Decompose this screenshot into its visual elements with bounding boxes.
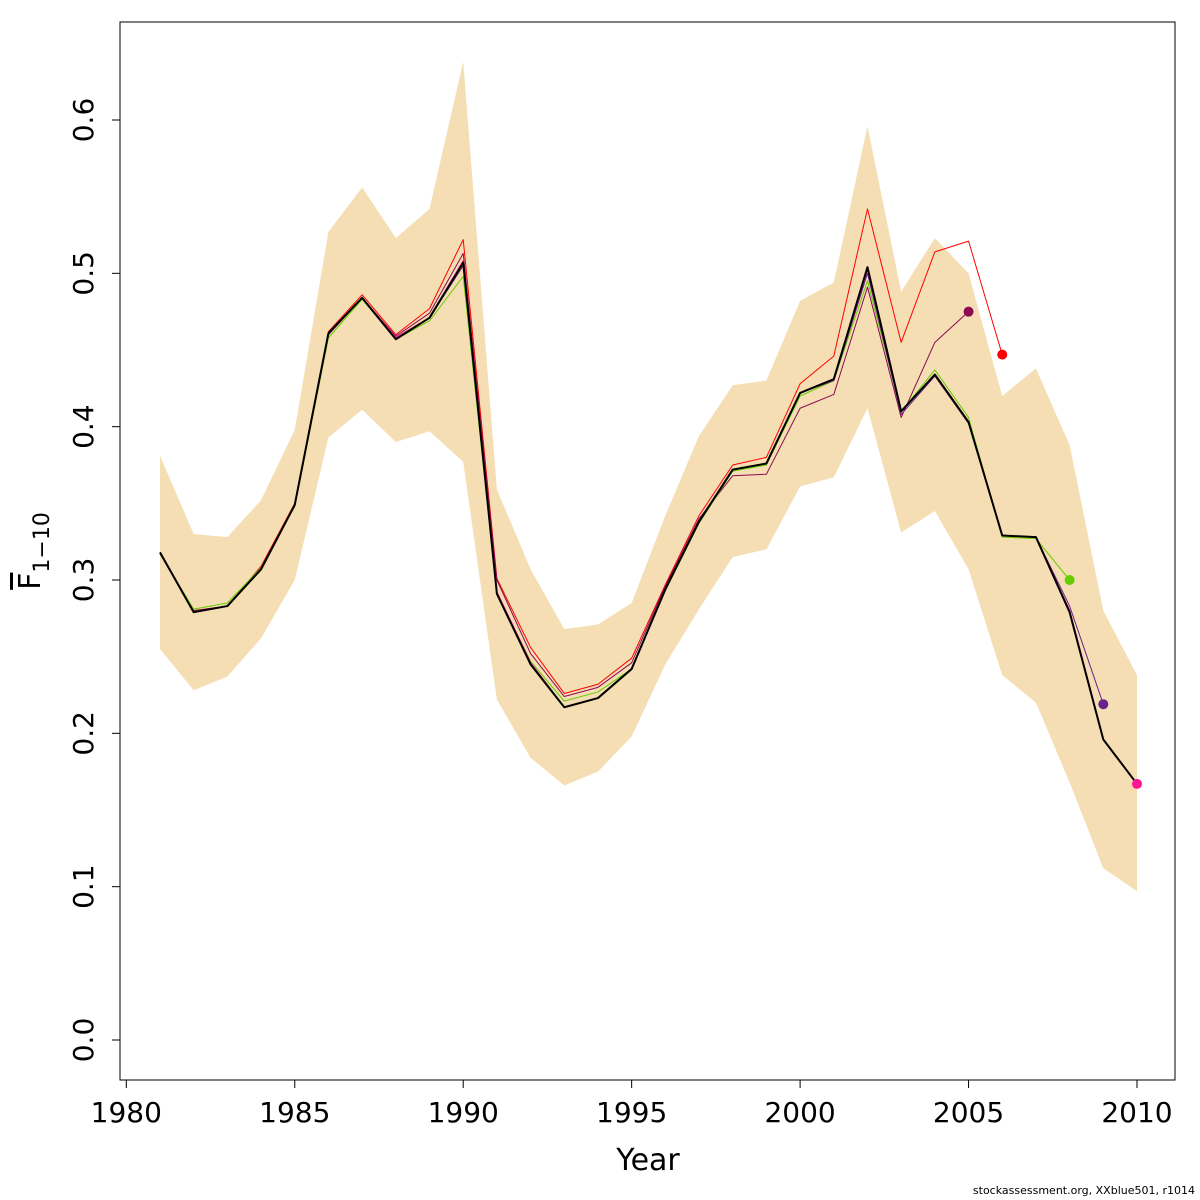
confidence-band: [160, 61, 1137, 892]
series-endpoint-1: [997, 349, 1008, 360]
y-tick-label: 0.6: [67, 98, 100, 143]
y-axis-title-main: F: [13, 573, 48, 590]
series-endpoint-5: [1132, 778, 1142, 789]
y-axis: 0.0 0.1 0.2 0.3 0.4 0.5 0.6: [67, 98, 121, 1063]
series-endpoint-3: [1064, 575, 1075, 585]
y-axis-title: F1−10: [13, 512, 55, 590]
y-tick-label: 0.5: [67, 251, 100, 296]
y-tick-label: 0.3: [67, 558, 100, 603]
confidence-band-layer: [160, 61, 1137, 892]
y-tick-label: 0.4: [67, 404, 100, 449]
y-tick-label: 0.0: [67, 1018, 100, 1063]
x-tick-label: 1995: [596, 1096, 667, 1129]
svg-text:F1−10: F1−10: [13, 512, 55, 590]
series-endpoint-4: [1098, 699, 1109, 710]
endpoint-layer: [963, 306, 1142, 789]
y-tick-label: 0.1: [67, 864, 100, 909]
series-layer: [159, 208, 1138, 785]
x-tick-label: 2005: [933, 1096, 1004, 1129]
x-tick-label: 2010: [1101, 1096, 1172, 1129]
x-tick-label: 1990: [428, 1096, 499, 1129]
x-tick-label: 1980: [91, 1096, 162, 1129]
series-endpoint-2: [963, 306, 974, 317]
series-line-6: [159, 261, 1138, 785]
x-axis-title: Year: [615, 1143, 680, 1178]
y-axis-title-sub: 1−10: [30, 512, 55, 572]
y-tick-label: 0.2: [67, 711, 100, 756]
credit-text: stockassessment.org, XXblue501, r1014: [973, 1184, 1195, 1197]
x-tick-label: 2000: [764, 1096, 835, 1129]
x-tick-label: 1985: [259, 1096, 330, 1129]
x-axis: 1980 1985 1990 1995 2000 2005 2010: [91, 1079, 1173, 1129]
